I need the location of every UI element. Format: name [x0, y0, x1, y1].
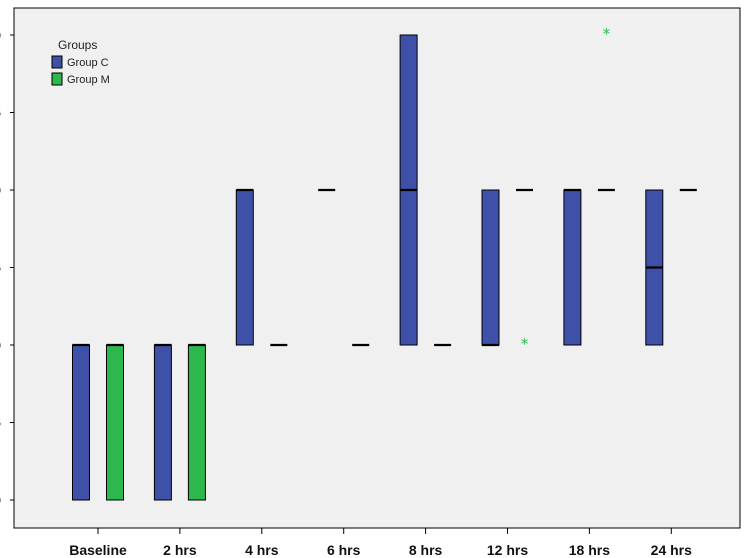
outlier-marker: *	[603, 25, 611, 43]
x-axis: Baseline 2 hrs 4 hrs 6 hrs 8 hrs 12 hrs 18 hrs…	[69, 528, 692, 558]
plot-area	[13, 7, 741, 529]
outlier-marker: *	[521, 335, 529, 353]
y-tick-label: 1.0	[0, 495, 1, 507]
x-tick-label: 24 hrs	[651, 542, 692, 558]
x-tick-label: Baseline	[69, 542, 127, 558]
box-group-c	[72, 344, 90, 501]
y-tick-label: 2.5	[0, 263, 1, 275]
y-tick-label: 3.0	[0, 185, 1, 197]
legend-label-group-c: Group C	[67, 57, 109, 69]
y-tick-label: 1.5	[0, 418, 1, 430]
y-tick-label: 3.5	[0, 108, 1, 120]
boxes-layer: **	[72, 25, 697, 501]
y-tick-label: 4.0	[0, 30, 1, 42]
legend-title: Groups	[58, 38, 97, 52]
y-axis: 1.0 1.5 2.0 2.5 3.0 3.5 4.0	[0, 30, 14, 507]
x-tick-label: 12 hrs	[487, 542, 528, 558]
x-tick-label: 18 hrs	[569, 542, 610, 558]
legend: Groups Group C Group M	[51, 38, 110, 86]
x-tick-label: 2 hrs	[163, 542, 197, 558]
legend-swatch-group-m	[51, 72, 63, 86]
box-group-c	[481, 189, 500, 346]
box-group-m	[106, 344, 124, 501]
x-tick-label: 6 hrs	[327, 542, 361, 558]
box-group-c	[235, 189, 254, 346]
box-group-c	[153, 344, 172, 501]
box-group-c	[563, 189, 582, 346]
box-group-m	[187, 344, 206, 501]
x-tick-label: 4 hrs	[245, 542, 279, 558]
legend-label-group-m: Group M	[67, 74, 110, 86]
y-tick-label: 2.0	[0, 340, 1, 352]
legend-swatch-group-c	[51, 55, 63, 69]
x-tick-label: 8 hrs	[409, 542, 443, 558]
